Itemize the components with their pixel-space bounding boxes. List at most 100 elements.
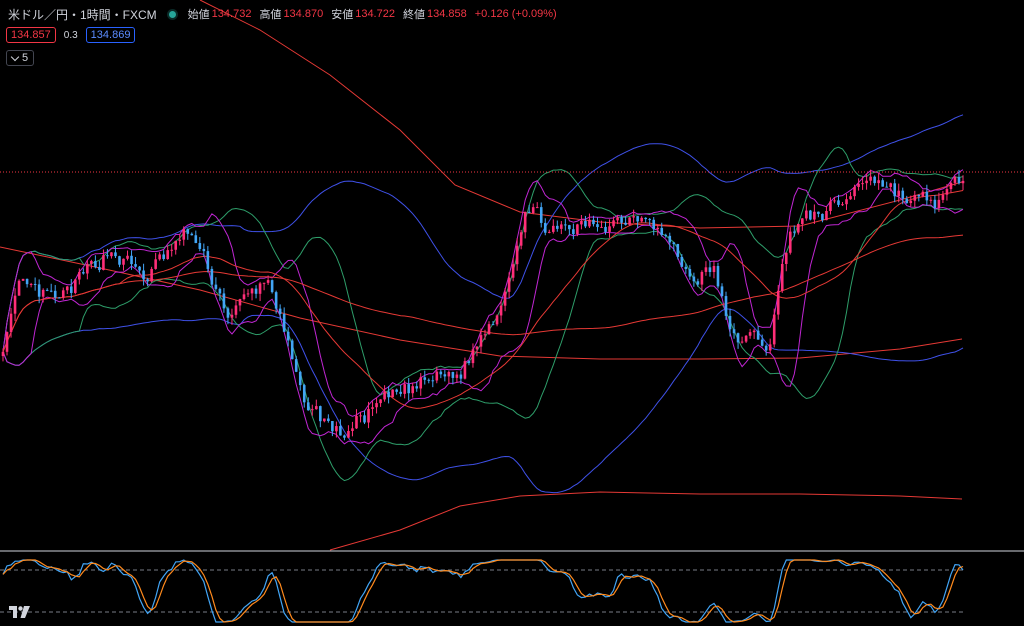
- candle: [957, 169, 961, 185]
- candle: [616, 215, 619, 225]
- candle: [65, 285, 69, 295]
- quote-row: 134.857 0.3 134.869: [6, 27, 136, 43]
- candle: [186, 228, 190, 240]
- candle: [768, 338, 772, 354]
- candle: [656, 224, 660, 236]
- candle: [636, 216, 639, 229]
- candle: [909, 195, 913, 207]
- candle: [523, 211, 527, 239]
- candle: [214, 277, 218, 291]
- candle: [53, 285, 57, 304]
- candle: [543, 218, 547, 236]
- candle: [278, 304, 282, 320]
- candle: [431, 375, 435, 388]
- long-ma-line: [0, 0, 963, 551]
- candle: [889, 182, 892, 192]
- candle: [17, 279, 21, 296]
- candle: [833, 197, 836, 204]
- candle: [423, 370, 427, 385]
- candle: [495, 314, 499, 327]
- candle: [813, 204, 816, 224]
- candle: [29, 282, 33, 288]
- symbol-title[interactable]: 米ドル／円・1時間・FXCM: [8, 7, 157, 22]
- candle: [242, 288, 246, 301]
- candle: [25, 278, 29, 288]
- candle: [620, 214, 623, 230]
- candle: [732, 323, 736, 339]
- candle: [660, 222, 664, 237]
- candle: [399, 385, 402, 397]
- high-value: 134.870: [283, 8, 324, 20]
- candle: [809, 209, 812, 221]
- candle: [258, 281, 262, 302]
- candle: [519, 229, 523, 250]
- candle: [138, 265, 141, 275]
- candle: [905, 195, 909, 204]
- candle: [69, 279, 73, 299]
- close-value: 134.858: [426, 8, 467, 20]
- candle: [234, 300, 238, 319]
- candle: [375, 397, 378, 414]
- candle: [178, 234, 182, 246]
- spread-value: 0.3: [63, 29, 78, 41]
- candle: [166, 245, 169, 260]
- sell-price-button[interactable]: 134.857: [6, 27, 56, 43]
- candle: [845, 193, 848, 210]
- candle: [688, 265, 692, 280]
- candle: [560, 221, 563, 235]
- candle: [443, 370, 447, 382]
- higher-tf-lower-band: [329, 491, 963, 551]
- candle: [290, 338, 294, 360]
- candle: [310, 404, 314, 416]
- candle: [744, 335, 748, 343]
- candle: [604, 221, 607, 235]
- candle: [885, 181, 888, 188]
- candle: [339, 419, 342, 436]
- candle: [797, 223, 800, 235]
- candle: [672, 242, 676, 252]
- candle: [612, 216, 615, 229]
- candle: [893, 178, 897, 203]
- candle: [648, 218, 651, 226]
- candle: [475, 346, 479, 357]
- candle: [222, 288, 226, 313]
- candle: [355, 409, 358, 429]
- candle: [692, 272, 696, 287]
- candle: [86, 260, 89, 280]
- candle: [945, 184, 949, 201]
- candle: [479, 328, 483, 354]
- candle: [551, 219, 555, 234]
- stochastic-d-line: [2, 559, 964, 623]
- candle: [716, 262, 720, 289]
- candle: [564, 218, 567, 231]
- candle: [483, 329, 487, 340]
- candle: [491, 320, 495, 326]
- candle: [33, 277, 37, 291]
- candle: [897, 183, 901, 203]
- buy-price-button[interactable]: 134.869: [85, 27, 136, 43]
- candle: [142, 263, 145, 286]
- stochastic-oscillator: [2, 559, 964, 623]
- candle: [210, 266, 214, 287]
- candle: [680, 254, 684, 268]
- candle: [250, 287, 254, 301]
- candle: [218, 287, 222, 301]
- indicators-collapse-button[interactable]: 5: [6, 50, 35, 66]
- candle: [696, 278, 700, 287]
- candle: [531, 203, 535, 215]
- candle: [447, 370, 451, 384]
- candle: [126, 250, 129, 261]
- close-label: 終値: [402, 9, 425, 21]
- candle: [98, 261, 101, 273]
- change-value: +0.126 (+0.09%): [474, 8, 557, 20]
- candle: [704, 261, 708, 276]
- candle: [628, 217, 631, 226]
- candle: [294, 355, 298, 373]
- candle: [503, 288, 507, 312]
- candle: [174, 240, 178, 255]
- candle: [302, 383, 306, 408]
- candle: [371, 401, 374, 417]
- candle: [274, 290, 278, 314]
- chevron-down-icon: [10, 52, 20, 61]
